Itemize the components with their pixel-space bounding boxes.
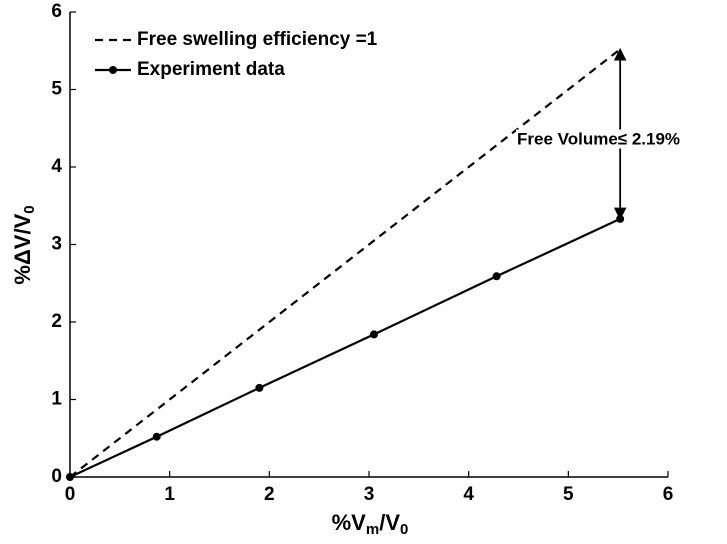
y-tick-label: 3 xyxy=(51,234,62,255)
x-tick-label: 5 xyxy=(563,484,574,505)
x-tick-label: 3 xyxy=(364,484,375,505)
annotation-label: Free Volume≤ 2.19% xyxy=(517,129,680,148)
y-tick-label: 6 xyxy=(51,1,62,22)
data-point xyxy=(255,383,264,392)
x-tick-label: 4 xyxy=(463,484,474,505)
y-label-sub: 0 xyxy=(21,205,38,213)
y-tick-label: 4 xyxy=(51,156,62,177)
legend-label: Free swelling efficiency =1 xyxy=(137,29,378,50)
x-label-sub: m xyxy=(366,521,379,538)
legend-marker xyxy=(109,66,117,74)
x-tick-label: 1 xyxy=(164,484,175,505)
annotation-bg xyxy=(516,129,682,149)
x-label-part: /V xyxy=(379,510,400,535)
legend-label: Experiment data xyxy=(137,59,285,80)
data-point xyxy=(492,272,501,281)
y-tick-label: 5 xyxy=(51,79,62,100)
x-tick-label: 2 xyxy=(264,484,275,505)
x-axis-label: %Vm/V0 xyxy=(332,510,409,538)
series-line xyxy=(69,217,621,478)
series-line xyxy=(69,48,621,478)
x-tick-label: 0 xyxy=(65,484,76,505)
y-tick-label: 0 xyxy=(51,466,62,487)
x-label-sub: 0 xyxy=(400,521,408,538)
data-point xyxy=(152,432,161,441)
y-tick-label: 1 xyxy=(51,389,62,410)
data-point xyxy=(66,473,74,481)
x-tick-label: 6 xyxy=(663,484,674,505)
y-tick-label: 2 xyxy=(51,311,62,332)
data-point xyxy=(369,330,378,339)
y-label-part: %ΔV/V xyxy=(10,213,35,284)
x-label-part: %V xyxy=(332,510,367,535)
y-axis-label: %ΔV/V0 xyxy=(10,205,38,284)
